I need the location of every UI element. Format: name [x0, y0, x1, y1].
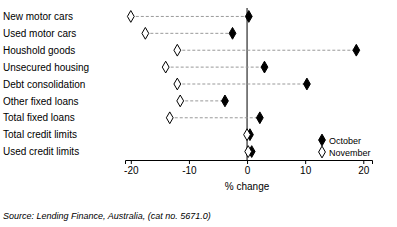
x-tick-label: 20 [358, 165, 370, 176]
point [261, 61, 268, 73]
x-axis: -20 -10 0 10 20 [124, 160, 372, 176]
y-tick: Total fixed loans [3, 112, 75, 123]
legend-marker [319, 134, 326, 146]
y-tick-label: Houshold goods [3, 45, 75, 56]
legend-item: October [319, 134, 361, 146]
legend-item: November [319, 146, 371, 158]
x-tick-mark [247, 160, 248, 164]
connector [170, 117, 260, 118]
marks [127, 11, 359, 158]
x-tick-mark [363, 160, 364, 164]
point [256, 112, 263, 124]
x-tick: 20 [358, 160, 370, 176]
point [245, 146, 252, 158]
x-tick-mark [305, 160, 306, 164]
legend: October November [319, 134, 371, 158]
y-tick: Unsecured housing [3, 62, 89, 73]
point [229, 27, 236, 39]
connector [177, 50, 356, 51]
y-tick: Other fixed loans [3, 96, 79, 107]
x-tick: -20 [124, 160, 139, 176]
x-axis-title: % change [225, 181, 270, 192]
x-tick-mark [189, 160, 190, 164]
x-tick: 10 [300, 160, 312, 176]
point [174, 44, 181, 56]
y-tick: New motor cars [3, 11, 73, 22]
point [177, 95, 184, 107]
point [166, 112, 173, 124]
point [142, 27, 149, 39]
point [174, 78, 181, 90]
y-tick-label: Total credit limits [3, 129, 77, 140]
y-tick: Used credit limits [3, 146, 79, 157]
point [245, 11, 252, 23]
point [222, 95, 229, 107]
connector [177, 84, 307, 85]
legend-marker [319, 146, 326, 158]
y-tick: Used motor cars [3, 28, 76, 39]
x-axis-line [126, 161, 373, 165]
point [304, 78, 311, 90]
x-tick-label: 0 [245, 165, 251, 176]
y-tick-label: Other fixed loans [3, 96, 79, 107]
y-tick: Debt consolidation [3, 79, 85, 90]
legend-label: November [329, 148, 371, 158]
x-tick-mark [131, 160, 132, 164]
y-tick-label: New motor cars [3, 11, 73, 22]
y-tick-label: Debt consolidation [3, 79, 85, 90]
source-note: Source: Lending Finance, Australia, (cat… [3, 211, 211, 221]
y-tick-label: Total fixed loans [3, 112, 75, 123]
x-tick-label: -10 [182, 165, 197, 176]
connector [180, 100, 225, 101]
x-tick: 0 [245, 160, 251, 176]
x-tick: -10 [182, 160, 197, 176]
y-tick-label: Used credit limits [3, 146, 79, 157]
y-axis: New motor cars Used motor cars Houshold go… [3, 11, 89, 157]
connector [166, 67, 265, 68]
x-tick-label: 10 [300, 165, 312, 176]
connector [131, 16, 249, 17]
point [162, 61, 169, 73]
plot: -20 -10 0 10 20 New motor cars Used motor cars… [3, 8, 373, 176]
y-tick-label: Unsecured housing [3, 62, 89, 73]
y-tick: Total credit limits [3, 129, 77, 140]
point [127, 11, 134, 23]
point [244, 129, 251, 141]
legend-label: October [329, 136, 361, 146]
y-tick: Houshold goods [3, 45, 75, 56]
x-tick-label: -20 [124, 165, 139, 176]
connector [145, 33, 232, 34]
y-tick-label: Used motor cars [3, 28, 76, 39]
point [353, 44, 360, 56]
